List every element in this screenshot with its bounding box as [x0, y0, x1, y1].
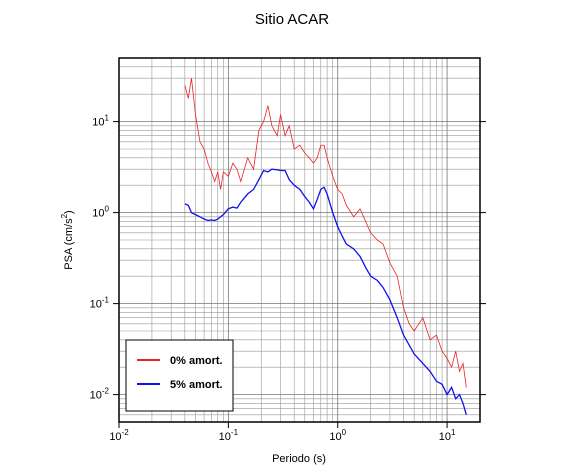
y-tick-label: 101 [92, 114, 109, 129]
x-tick-label: 101 [439, 428, 456, 443]
y-tick-label: 10-2 [90, 387, 110, 402]
plot-frame [118, 57, 481, 423]
y-axis-label: PSA (cm/s2) [60, 210, 75, 269]
y-tick-label: 10-1 [90, 296, 110, 311]
x-tick-label: 10-1 [219, 428, 239, 443]
legend-text: 5% amort. [170, 379, 223, 391]
y-tick-label: 100 [92, 205, 109, 220]
data-line [184, 78, 467, 388]
legend-text: 0% amort. [170, 355, 223, 367]
legend-box [125, 339, 234, 412]
x-tick-label: 100 [329, 428, 346, 443]
x-axis-label: Periodo (s) [272, 453, 326, 465]
chart-title: Sitio ACAR [255, 11, 329, 28]
data-line [184, 168, 467, 415]
x-tick-label: 10-2 [109, 428, 129, 443]
